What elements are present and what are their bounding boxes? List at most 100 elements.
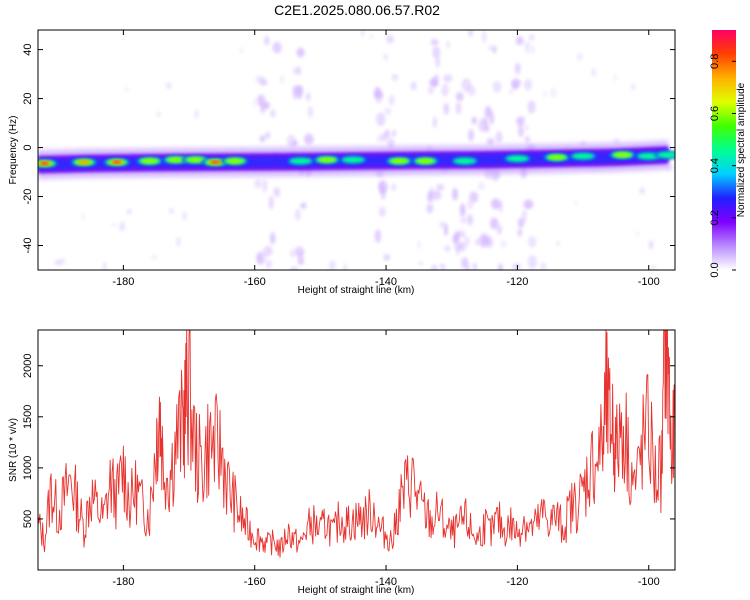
noise-speckle	[360, 30, 365, 37]
noise-speckle	[613, 74, 617, 82]
noise-speckle	[635, 231, 640, 237]
noise-speckle	[467, 200, 474, 209]
noise-speckle	[307, 106, 313, 118]
heatmap-hotspot	[637, 152, 661, 160]
x-tick-label: -100	[638, 276, 660, 288]
noise-speckle	[489, 217, 499, 230]
noise-speckle	[430, 264, 438, 270]
colorbar-gradient	[712, 30, 736, 270]
noise-speckle	[391, 74, 399, 81]
noise-speckle	[474, 238, 481, 246]
heatmap-hotspot	[547, 154, 566, 160]
noise-speckle	[182, 211, 187, 221]
noise-speckle	[300, 202, 307, 210]
noise-speckle	[496, 224, 502, 235]
noise-speckle	[306, 92, 311, 102]
noise-speckle	[343, 263, 347, 270]
noise-speckle	[444, 245, 451, 252]
noise-speckle	[303, 133, 314, 145]
noise-speckle	[384, 108, 392, 115]
noise-speckle	[524, 135, 531, 144]
noise-speckle	[256, 94, 266, 106]
noise-speckle	[291, 140, 298, 147]
noise-speckle	[272, 41, 282, 54]
noise-speckle	[169, 208, 174, 214]
noise-speckle	[280, 74, 285, 85]
noise-speckle	[432, 46, 441, 60]
noise-speckle	[516, 35, 523, 44]
noise-speckle	[511, 81, 519, 90]
noise-speckle	[378, 180, 389, 194]
noise-speckle	[446, 40, 450, 49]
noise-speckle	[329, 260, 336, 270]
noise-speckle	[58, 257, 66, 266]
x-tick-label: -140	[375, 276, 397, 288]
heatmap-hotspot	[186, 157, 205, 163]
noise-speckle	[443, 102, 450, 115]
noise-speckle	[254, 178, 262, 189]
heatmap-panel: -180 -160 -140 -120 -100 -40 -20 0 20 40 Height …	[8, 29, 676, 296]
noise-speckle	[455, 102, 462, 115]
heatmap-hotspot	[390, 158, 409, 164]
noise-speckle	[151, 255, 158, 260]
heatmap-hotspot	[211, 161, 220, 164]
noise-speckle	[269, 232, 276, 245]
noise-speckle	[426, 203, 434, 214]
heatmap-hotspot	[77, 160, 91, 165]
heatmap-hotspot	[505, 155, 529, 162]
heatmap-hotspot	[341, 156, 365, 164]
noise-speckle	[528, 236, 537, 248]
noise-speckle	[268, 195, 274, 210]
noise-speckle	[468, 30, 473, 37]
heatmap-hotspot	[112, 161, 121, 164]
noise-speckle	[436, 183, 445, 191]
noise-speckle	[527, 255, 537, 269]
y-tick-label: 0	[22, 144, 34, 150]
noise-speckle	[459, 230, 466, 239]
noise-speckle	[442, 74, 453, 83]
noise-speckle	[292, 85, 299, 100]
y-tick-label: 2000	[22, 354, 34, 378]
noise-speckle	[259, 135, 266, 143]
noise-speckle	[485, 236, 494, 248]
noise-speckle	[111, 222, 116, 227]
heatmap-hotspot	[40, 162, 49, 165]
noise-speckle	[492, 45, 497, 54]
noise-speckle	[369, 34, 374, 39]
noise-speckle	[417, 260, 424, 266]
noise-speckle	[517, 228, 523, 237]
noise-speckle	[264, 35, 270, 46]
noise-speckle	[527, 100, 536, 114]
colorbar: 0.0 0.2 0.4 0.6 0.8 Normalized spectral ampl…	[709, 30, 747, 278]
noise-speckle	[239, 47, 244, 54]
noise-speckle	[518, 217, 525, 229]
noise-speckle	[525, 124, 529, 131]
noise-speckle	[435, 57, 441, 68]
noise-speckle	[478, 181, 485, 191]
noise-speckle	[289, 249, 296, 258]
noise-speckle	[294, 246, 305, 258]
noise-speckle	[576, 52, 583, 61]
y-tick-label: 20	[22, 92, 34, 104]
noise-speckle	[270, 109, 276, 118]
noise-speckle	[509, 89, 514, 95]
heatmap-y-axis-label: Frequency (Hz)	[8, 116, 19, 185]
heatmap-frame	[37, 29, 676, 271]
noise-speckle	[467, 85, 476, 97]
noise-speckle	[432, 190, 442, 200]
snr-y-axis: 500 1000 1500 2000	[22, 354, 675, 528]
noise-speckle	[433, 74, 439, 87]
noise-speckle	[126, 208, 132, 215]
heatmap-hotspot	[140, 158, 159, 164]
noise-speckle	[428, 86, 434, 95]
y-tick-label: 500	[22, 510, 34, 528]
noise-speckle	[81, 213, 86, 221]
noise-speckle	[119, 221, 126, 232]
noise-speckle	[439, 222, 447, 228]
noise-speckle	[455, 92, 464, 102]
noise-speckle	[255, 75, 266, 84]
noise-speckle	[514, 62, 521, 75]
noise-speckle	[263, 245, 273, 257]
noise-speckle	[528, 34, 535, 42]
noise-speckle	[376, 112, 386, 127]
